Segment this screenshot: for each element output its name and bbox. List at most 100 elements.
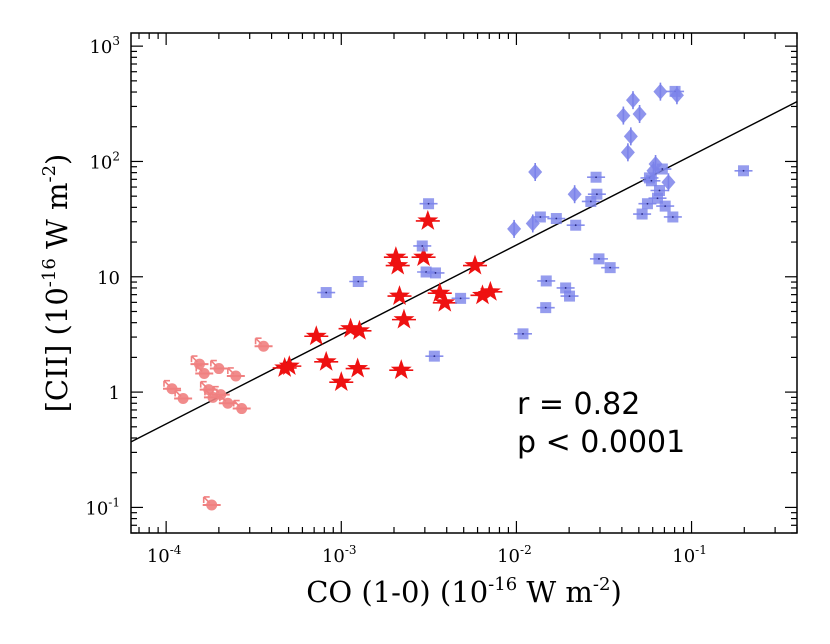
data-point: [669, 86, 684, 105]
x-axis-label: CO (1-0) (10-16 W m-2): [306, 574, 622, 609]
y-tick-label: 102: [89, 149, 120, 173]
marker-diamond: [525, 215, 540, 232]
y-tick-label-base: 10: [97, 268, 120, 289]
data-point: [317, 287, 336, 299]
marker-center: [609, 266, 612, 269]
y-axis-label-main: [CII] (10: [40, 287, 74, 412]
data-point: [566, 219, 585, 231]
limit-arrow: [174, 389, 182, 398]
data-point: [581, 195, 600, 207]
marker-center: [664, 205, 667, 208]
limit-arrow: [219, 394, 227, 402]
marker-star: [434, 291, 456, 312]
y-axis-label-exponent-2: -2: [39, 165, 60, 183]
data-point: [349, 276, 368, 288]
data-point: [661, 173, 676, 192]
data-point: [451, 292, 470, 304]
x-tick-label-exponent: -2: [520, 543, 532, 557]
data-point: [314, 350, 339, 371]
limit-arrow: [190, 355, 199, 363]
data-points-layer: [162, 82, 753, 511]
marker-star: [315, 350, 337, 371]
data-point: [587, 171, 606, 183]
data-point: [623, 127, 638, 146]
marker-center: [325, 291, 328, 294]
data-point: [413, 240, 432, 252]
data-point: [531, 211, 550, 223]
marker-center: [658, 189, 661, 192]
data-point: [601, 262, 620, 274]
data-point: [567, 185, 582, 204]
data-point: [648, 192, 667, 204]
marker-star: [464, 254, 486, 275]
y-tick-label-base: 10: [89, 37, 112, 58]
limit-arrow: [199, 380, 208, 389]
data-point: [556, 282, 575, 294]
marker-center: [595, 193, 598, 196]
marker-diamond: [653, 83, 668, 100]
y-tick-label-exponent: 2: [112, 149, 120, 163]
x-tick-label-base: 10: [322, 546, 345, 567]
marker-center: [545, 280, 548, 282]
data-point: [226, 367, 245, 382]
y-tick-label-base: 1: [109, 383, 120, 404]
x-tick-label-exponent: -3: [345, 543, 357, 557]
marker-center: [434, 272, 437, 274]
data-point: [642, 175, 661, 187]
marker-diamond: [623, 128, 638, 145]
data-point: [432, 291, 457, 312]
x-tick-labels: 10-4 10-3 10-2 10-1: [147, 543, 707, 567]
y-axis-label-end: ): [40, 154, 74, 165]
marker-center: [568, 295, 571, 297]
x-axis-label-exponent: -16: [488, 574, 517, 595]
data-point: [525, 214, 540, 233]
y-axis-label: [CII] (10-16 W m-2): [39, 154, 74, 413]
marker-center: [539, 216, 542, 218]
x-tick-label: 10-4: [147, 543, 182, 567]
series-diamond: [507, 82, 684, 238]
marker-diamond: [648, 156, 663, 173]
data-point: [419, 198, 438, 210]
data-point: [232, 399, 251, 415]
data-point: [536, 302, 555, 314]
marker-star: [347, 357, 369, 378]
marker-diamond: [528, 164, 543, 181]
data-point: [528, 163, 543, 182]
data-point: [425, 350, 444, 362]
data-point: [633, 208, 652, 220]
marker-center: [650, 179, 653, 182]
marker-diamond: [661, 174, 676, 191]
marker-center: [522, 332, 524, 335]
marker-center: [555, 217, 558, 220]
data-point: [389, 359, 414, 380]
data-point: [329, 371, 354, 392]
marker-star: [472, 284, 493, 305]
data-point: [174, 389, 193, 404]
marker-diamond: [567, 186, 582, 203]
marker-diamond: [625, 92, 640, 109]
data-point: [415, 209, 440, 230]
series-star: [272, 209, 503, 392]
data-point: [513, 328, 532, 340]
x-tick-label-base: 10: [147, 546, 170, 567]
marker-star: [278, 355, 300, 376]
marker-center: [595, 176, 597, 179]
y-tick-label-exponent: 3: [112, 34, 120, 48]
y-tick-label: 10: [97, 268, 120, 289]
limit-arrow: [227, 367, 235, 375]
data-point: [209, 359, 228, 375]
data-point: [385, 254, 410, 275]
data-point: [462, 254, 487, 275]
data-point: [560, 290, 579, 302]
data-point: [616, 106, 631, 125]
marker-center: [564, 287, 567, 289]
fit-line: [130, 101, 798, 443]
y-tick-label: 10-1: [85, 495, 120, 519]
annotation-p-value: p < 0.0001: [517, 425, 685, 460]
series-square: [317, 85, 753, 362]
marker-star: [413, 246, 435, 267]
data-point: [411, 246, 436, 267]
marker-center: [598, 257, 600, 260]
marker-star: [330, 371, 352, 392]
